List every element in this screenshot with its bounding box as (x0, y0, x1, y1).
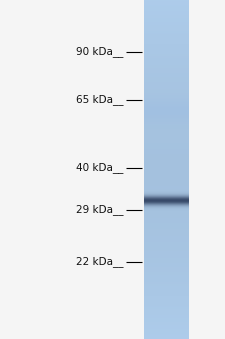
Text: 65 kDa__: 65 kDa__ (76, 95, 124, 105)
Text: 22 kDa__: 22 kDa__ (76, 257, 124, 267)
Text: 40 kDa__: 40 kDa__ (76, 162, 124, 174)
Text: 90 kDa__: 90 kDa__ (76, 46, 124, 57)
Text: 29 kDa__: 29 kDa__ (76, 204, 124, 216)
